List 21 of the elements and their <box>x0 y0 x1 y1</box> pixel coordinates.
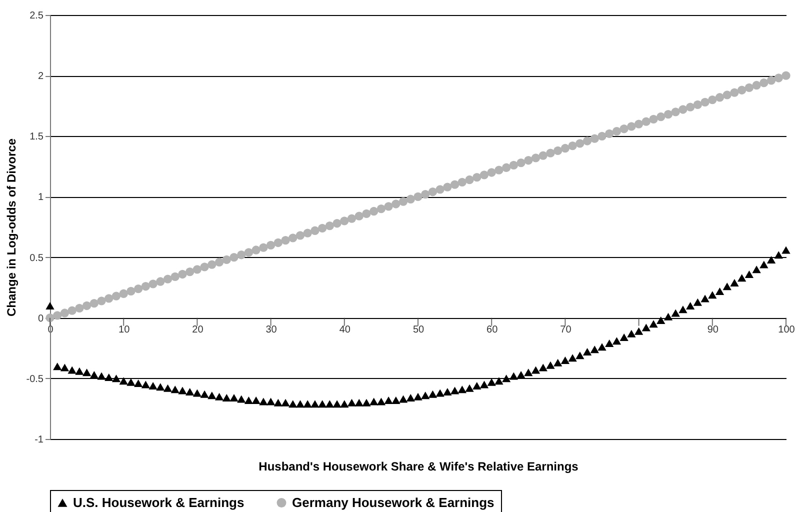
y-tick-label: 2.5 <box>30 10 44 22</box>
y-tick-label: 0.5 <box>30 252 44 264</box>
y-axis-title: Change in Log-odds of Divorce <box>4 138 18 317</box>
x-tick-label: 50 <box>412 324 424 336</box>
x-tick-label: 90 <box>707 324 719 336</box>
x-tick-label: 30 <box>266 324 278 336</box>
legend-label: Germany Housework & Earnings <box>292 494 494 510</box>
y-tick-label: 2 <box>38 71 44 82</box>
x-tick-label: 100 <box>778 324 796 336</box>
y-tick-label: -1 <box>34 434 44 446</box>
x-tick-label: 10 <box>118 324 130 336</box>
y-tick-label: 1 <box>38 192 44 204</box>
x-tick-label: 20 <box>192 324 204 336</box>
x-axis-title: Husband's Housework Share & Wife's Relative Earnings <box>258 460 579 474</box>
x-tick-label: 70 <box>560 324 572 336</box>
y-tick-label: -0.5 <box>26 374 44 385</box>
legend-label: U.S. Housework & Earnings <box>73 494 244 510</box>
y-tick-label: 1.5 <box>30 132 44 143</box>
x-tick-label: 60 <box>486 324 498 336</box>
y-tick-label: 0 <box>38 313 44 324</box>
x-tick-label: 40 <box>339 324 351 336</box>
